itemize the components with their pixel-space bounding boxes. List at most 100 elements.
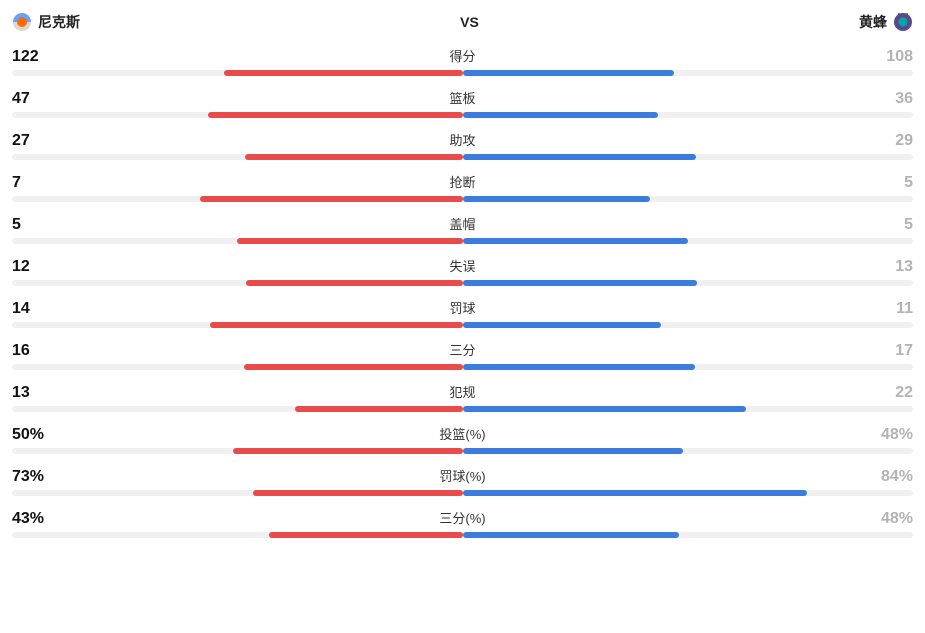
stat-name-label: 罚球(%) [92, 466, 833, 485]
stat-bar-left [269, 532, 463, 538]
stat-value-left: 12 [12, 258, 92, 276]
stat-row: 12失误13 [12, 250, 913, 292]
stat-bar-right [463, 154, 696, 160]
stat-name-label: 失误 [92, 256, 833, 275]
stat-bar-track [12, 448, 913, 454]
stat-row: 73%罚球(%)84% [12, 460, 913, 502]
stat-value-left: 5 [12, 216, 92, 234]
stat-value-right: 17 [833, 342, 913, 360]
stat-name-label: 盖帽 [92, 214, 833, 233]
stat-bar-left [210, 322, 462, 328]
stat-value-left: 16 [12, 342, 92, 360]
stat-value-left: 122 [12, 48, 92, 66]
team-left: 尼克斯 [12, 12, 80, 32]
stat-value-right: 5 [833, 174, 913, 192]
stat-bar-right [463, 280, 697, 286]
stat-bar-left [200, 196, 463, 202]
vs-label: VS [460, 14, 479, 30]
stat-labels: 13犯规22 [12, 378, 913, 406]
stat-row: 13犯规22 [12, 376, 913, 418]
stat-row: 14罚球11 [12, 292, 913, 334]
stat-bar-track [12, 112, 913, 118]
stat-bar-left [237, 238, 462, 244]
stat-name-label: 得分 [92, 46, 833, 65]
stat-bar-left [253, 490, 462, 496]
stat-row: 43%三分(%)48% [12, 502, 913, 544]
stat-value-right: 22 [833, 384, 913, 402]
stat-value-left: 14 [12, 300, 92, 318]
stat-bar-right [463, 448, 684, 454]
stat-bar-track [12, 364, 913, 370]
stat-bar-left [245, 154, 462, 160]
stat-name-label: 抢断 [92, 172, 833, 191]
stat-bar-track [12, 70, 913, 76]
stat-bar-track [12, 322, 913, 328]
stat-labels: 43%三分(%)48% [12, 504, 913, 532]
stat-value-left: 73% [12, 468, 92, 486]
stat-bar-right [463, 70, 675, 76]
stat-labels: 16三分17 [12, 336, 913, 364]
stat-value-left: 50% [12, 426, 92, 444]
stat-bar-left [233, 448, 463, 454]
stat-labels: 27助攻29 [12, 126, 913, 154]
stat-name-label: 犯规 [92, 382, 833, 401]
stat-name-label: 助攻 [92, 130, 833, 149]
team-left-name: 尼克斯 [38, 12, 80, 32]
stat-value-left: 43% [12, 510, 92, 528]
stat-value-right: 13 [833, 258, 913, 276]
stat-bar-right [463, 364, 695, 370]
stat-value-right: 5 [833, 216, 913, 234]
stat-value-right: 108 [833, 48, 913, 66]
stat-bar-right [463, 322, 661, 328]
stat-value-right: 48% [833, 426, 913, 444]
stat-labels: 50%投篮(%)48% [12, 420, 913, 448]
stat-bar-left [208, 112, 463, 118]
stat-value-right: 29 [833, 132, 913, 150]
stat-bar-track [12, 406, 913, 412]
stat-bar-track [12, 532, 913, 538]
team-left-logo [12, 12, 32, 32]
stat-labels: 47篮板36 [12, 84, 913, 112]
stat-value-left: 27 [12, 132, 92, 150]
stat-row: 50%投篮(%)48% [12, 418, 913, 460]
stats-list: 122得分10847篮板3627助攻297抢断55盖帽512失误1314罚球11… [12, 40, 913, 544]
stat-row: 16三分17 [12, 334, 913, 376]
stat-bar-right [463, 532, 679, 538]
stat-bar-track [12, 154, 913, 160]
stat-bar-right [463, 490, 808, 496]
stat-bar-track [12, 238, 913, 244]
stat-bar-right [463, 196, 651, 202]
team-right-name: 黄蜂 [859, 12, 887, 32]
stat-value-right: 84% [833, 468, 913, 486]
team-right: 黄蜂 [859, 12, 913, 32]
matchup-header: 尼克斯 VS 黄蜂 [12, 8, 913, 40]
stat-value-left: 47 [12, 90, 92, 108]
stat-labels: 73%罚球(%)84% [12, 462, 913, 490]
stat-bar-track [12, 280, 913, 286]
stat-bar-right [463, 406, 746, 412]
team-right-logo [893, 12, 913, 32]
stat-bar-right [463, 112, 659, 118]
stat-name-label: 三分 [92, 340, 833, 359]
stat-bar-track [12, 196, 913, 202]
stat-row: 27助攻29 [12, 124, 913, 166]
stat-row: 47篮板36 [12, 82, 913, 124]
stat-row: 122得分108 [12, 40, 913, 82]
stat-bar-left [246, 280, 462, 286]
stat-value-left: 13 [12, 384, 92, 402]
stat-labels: 122得分108 [12, 42, 913, 70]
stat-bar-left [244, 364, 462, 370]
stat-bar-right [463, 238, 688, 244]
stat-labels: 12失误13 [12, 252, 913, 280]
stat-value-right: 36 [833, 90, 913, 108]
stat-labels: 5盖帽5 [12, 210, 913, 238]
stat-name-label: 投篮(%) [92, 424, 833, 443]
stat-name-label: 罚球 [92, 298, 833, 317]
stat-bar-left [224, 70, 463, 76]
stat-bar-left [295, 406, 462, 412]
stat-value-left: 7 [12, 174, 92, 192]
stat-value-right: 11 [833, 300, 913, 318]
stat-labels: 7抢断5 [12, 168, 913, 196]
stat-row: 5盖帽5 [12, 208, 913, 250]
stat-bar-track [12, 490, 913, 496]
